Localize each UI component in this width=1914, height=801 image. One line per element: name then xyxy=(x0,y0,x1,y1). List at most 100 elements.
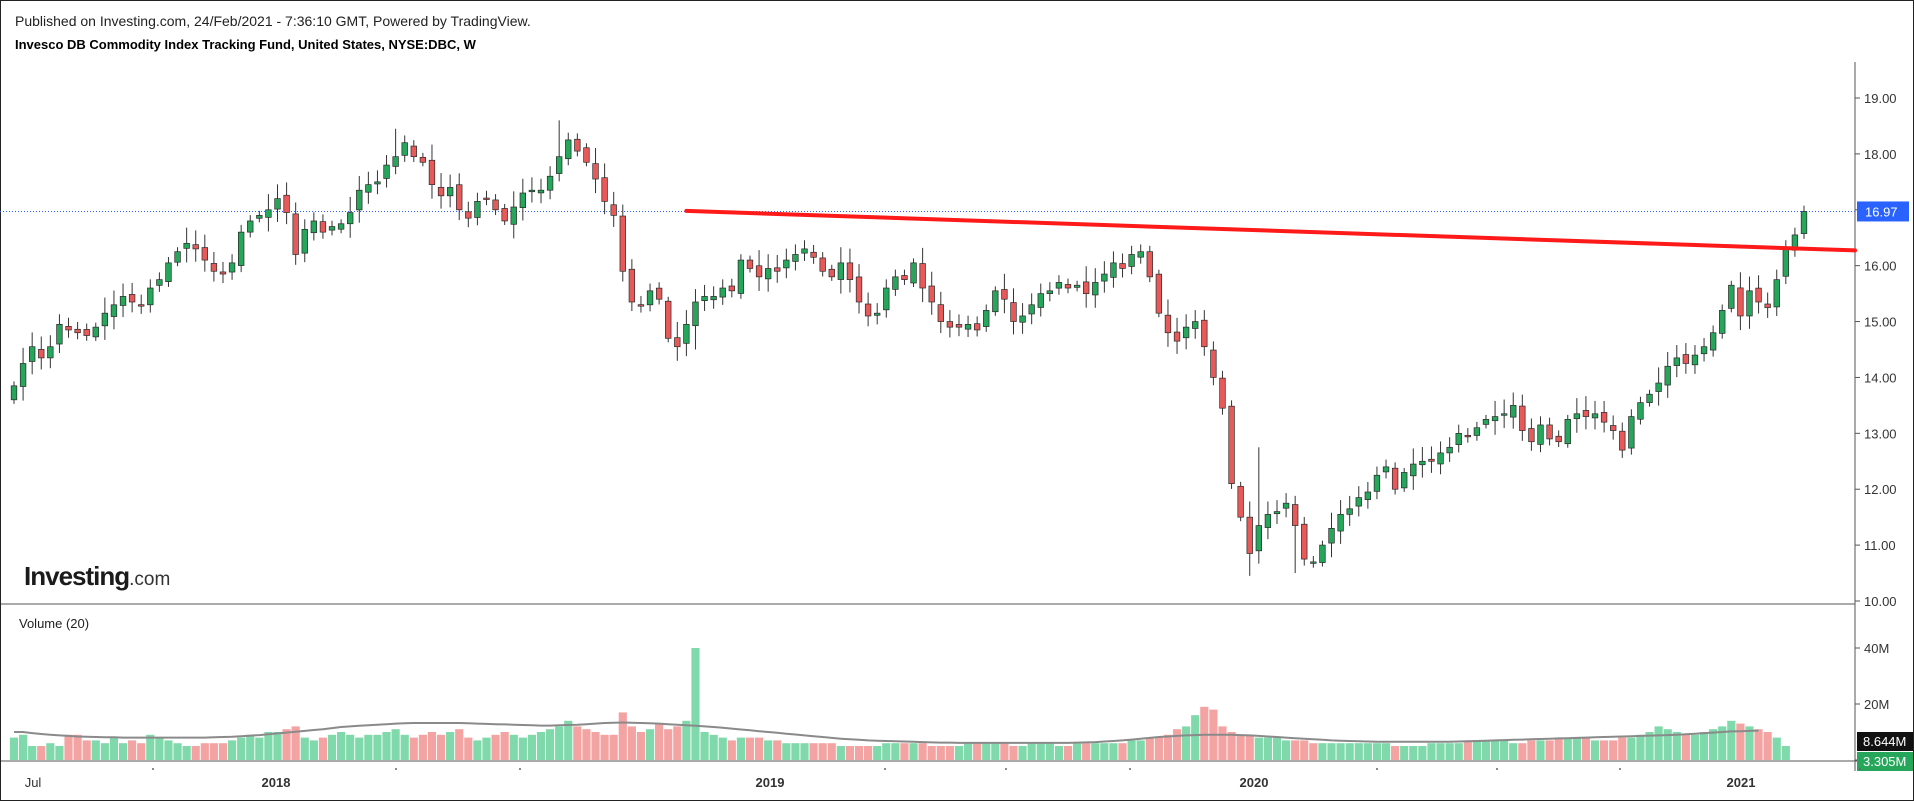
candle-body xyxy=(1373,474,1381,492)
volume-bar xyxy=(318,737,328,760)
volume-bar xyxy=(845,746,855,760)
volume-bar xyxy=(28,746,37,760)
volume-bar xyxy=(1336,743,1345,760)
candle-body xyxy=(456,184,463,211)
volume-bar xyxy=(1236,734,1245,760)
volume-bar xyxy=(1318,743,1327,760)
time-minor-tick xyxy=(884,768,886,770)
volume-bar xyxy=(1736,723,1745,760)
volume-bar xyxy=(709,734,718,760)
candle-body xyxy=(437,186,445,197)
candle-body xyxy=(764,268,772,280)
candle-body xyxy=(1182,326,1190,339)
candle-body xyxy=(1155,273,1163,314)
candle-body xyxy=(583,147,590,163)
volume-bar xyxy=(200,743,209,760)
candle-body xyxy=(165,262,172,283)
candle-body xyxy=(110,304,118,317)
candle-body xyxy=(74,328,81,334)
candle-body xyxy=(374,181,381,185)
volume-bar xyxy=(391,729,400,760)
time-tick-label: 2021 xyxy=(1727,775,1756,790)
volume-bar xyxy=(591,732,600,760)
candle-body xyxy=(973,323,981,331)
candle-body xyxy=(864,303,872,317)
candle-body xyxy=(1682,354,1690,364)
candle-body xyxy=(283,194,290,213)
candle-body xyxy=(446,187,454,197)
volume-bar xyxy=(1763,732,1772,760)
candle-body xyxy=(1764,303,1771,308)
candle-body xyxy=(465,211,472,219)
volume-bar xyxy=(1300,740,1309,760)
volume-bar xyxy=(1645,732,1654,760)
candle-body xyxy=(1673,357,1680,366)
volume-bar xyxy=(1009,746,1018,760)
candle-body xyxy=(1746,290,1753,317)
candle-body xyxy=(928,285,935,303)
candle-body xyxy=(1173,331,1181,342)
volume-bar xyxy=(55,746,64,760)
candle-body xyxy=(492,199,499,211)
volume-bar xyxy=(155,737,164,760)
candle-body xyxy=(392,156,399,167)
candle-body xyxy=(701,296,708,302)
volume-bar xyxy=(1000,743,1009,760)
candle-body xyxy=(337,223,345,230)
candle-body xyxy=(1110,262,1117,278)
candle-body xyxy=(837,262,845,280)
candle-body xyxy=(1046,290,1054,294)
volume-bar xyxy=(255,737,264,760)
volume-bar xyxy=(1490,740,1500,760)
volume-bar xyxy=(618,712,627,760)
volume-bar xyxy=(482,737,491,760)
volume-bar xyxy=(1545,740,1554,760)
volume-average-label: 3.305M xyxy=(1863,754,1906,769)
volume-bar xyxy=(1118,743,1127,760)
candle-body xyxy=(619,215,626,272)
volume-bar xyxy=(1709,729,1718,760)
volume-bar xyxy=(1609,740,1618,760)
volume-bar xyxy=(1481,740,1491,760)
time-tick-label: 2019 xyxy=(756,775,785,790)
volume-bar xyxy=(1345,743,1354,760)
candle-body xyxy=(528,189,536,193)
candle-body xyxy=(510,206,517,225)
candle-body xyxy=(1219,377,1226,409)
volume-bar xyxy=(327,734,337,760)
volume-bar xyxy=(1627,737,1636,760)
candle-body xyxy=(301,228,308,254)
volume-bar xyxy=(1554,737,1563,760)
candle-body xyxy=(792,254,799,262)
candle-body xyxy=(292,213,299,255)
candle-body xyxy=(1401,472,1408,489)
candle-body xyxy=(328,226,336,231)
volume-bar xyxy=(1727,720,1736,760)
price-tick-label: 16.00 xyxy=(1864,259,1897,274)
volume-bar xyxy=(645,729,655,760)
volume-bar xyxy=(1054,746,1064,760)
volume-bar xyxy=(936,746,945,760)
candle-body xyxy=(365,184,372,193)
volume-bar xyxy=(355,737,364,760)
published-line: Published on Investing.com, 24/Feb/2021 … xyxy=(15,13,531,29)
volume-bar xyxy=(1363,743,1372,760)
candle-body xyxy=(1591,413,1599,419)
volume-bar xyxy=(1291,740,1300,760)
volume-bar xyxy=(1073,743,1082,760)
candle-body xyxy=(474,201,481,218)
volume-bar xyxy=(1263,737,1272,760)
candle-body xyxy=(992,290,999,313)
candle-body xyxy=(56,324,63,345)
volume-bar xyxy=(727,740,736,760)
volume-bar xyxy=(673,726,682,760)
time-tick-label: Jul xyxy=(25,775,42,790)
volume-bar xyxy=(1018,746,1027,760)
volume-series: Volume (20) xyxy=(9,616,1790,760)
candle-body xyxy=(10,385,18,401)
volume-bar xyxy=(546,729,555,760)
volume-bar xyxy=(500,732,509,760)
candle-body xyxy=(955,324,963,328)
candle-body xyxy=(665,300,672,339)
